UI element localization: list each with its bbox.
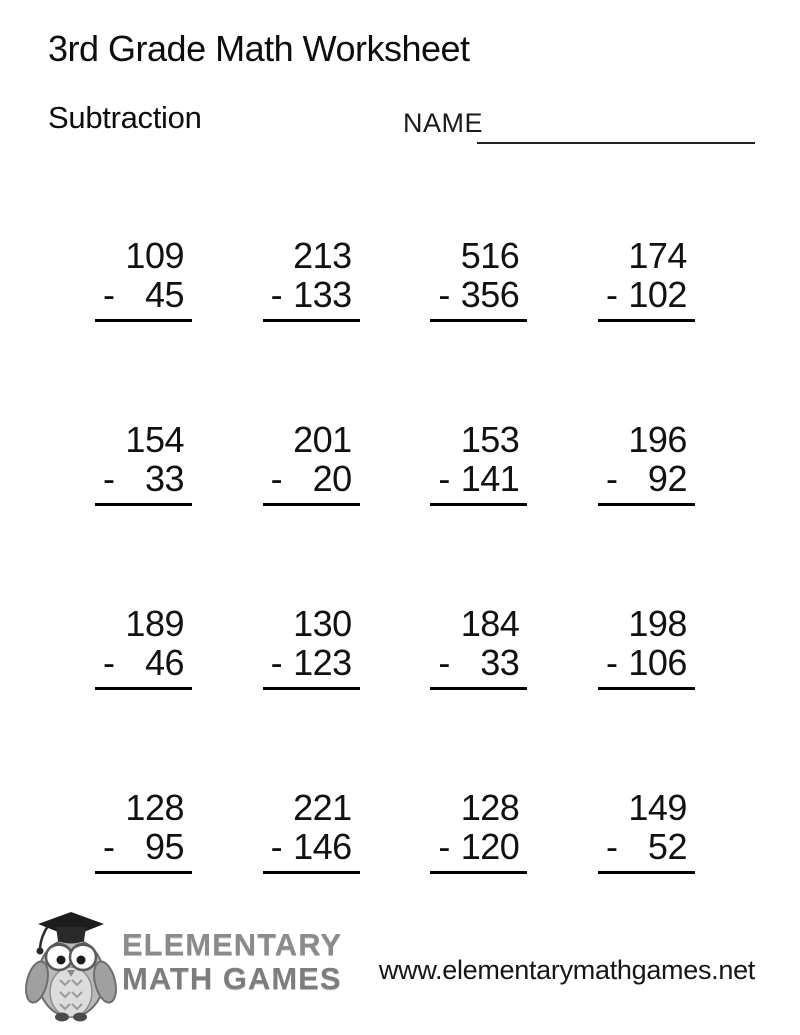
minuend: 196 — [628, 419, 687, 460]
subtrahend: 146 — [293, 826, 352, 867]
subtrahend: 45 — [144, 274, 185, 315]
subtraction-problem-1: 109 - 45 — [95, 236, 192, 322]
subtraction-problem-13: 128 - 95 — [95, 788, 192, 874]
minus-sign: - — [103, 642, 115, 683]
subtrahend: 120 — [460, 826, 520, 867]
problem-row-2: 154 - 33 201 - 20 153 - 141 196 — [95, 420, 695, 506]
minus-sign: - — [270, 642, 283, 683]
name-label: NAME — [403, 108, 484, 138]
subtraction-problem-11: 184 - 33 — [430, 603, 528, 690]
minuend: 184 — [460, 603, 520, 644]
subtrahend: 20 — [312, 458, 353, 499]
subtrahend: 46 — [144, 642, 185, 683]
problem-row-1: 109 - 45 213 - 133 516 - 356 174 — [95, 236, 695, 322]
subtrahend: 106 — [628, 642, 687, 683]
minuend: 130 — [293, 603, 352, 644]
logo-wordmark: ELEMENTARY MATH GAMES — [122, 928, 342, 996]
subtrahend: 33 — [144, 458, 185, 499]
minuend: 149 — [628, 787, 687, 828]
answer-line — [262, 871, 360, 874]
name-fill-in-line — [477, 142, 755, 144]
subtrahend: 141 — [460, 458, 520, 499]
subtraction-problem-12: 198 - 106 — [597, 603, 695, 690]
answer-line — [430, 871, 528, 874]
minus-sign: - — [270, 826, 283, 867]
answer-line — [95, 503, 192, 506]
subtraction-problem-8: 196 - 92 — [597, 419, 695, 506]
logo-line1: ELEMENTARY — [122, 927, 343, 962]
problem-row-4: 128 - 95 221 - 146 128 - 120 149 — [95, 788, 695, 874]
minuend: 128 — [125, 787, 184, 828]
minus-sign: - — [438, 826, 450, 867]
subtrahend: 356 — [460, 274, 520, 315]
minuend: 109 — [125, 235, 184, 276]
subtrahend: 95 — [144, 826, 185, 867]
answer-line — [597, 319, 695, 322]
minuend: 201 — [293, 419, 352, 460]
subtraction-problem-5: 154 - 33 — [95, 420, 192, 506]
page-subtitle: Subtraction — [48, 100, 202, 135]
logo-line2: MATH GAMES — [122, 961, 342, 996]
minuend: 174 — [628, 235, 687, 276]
minus-sign: - — [438, 274, 450, 315]
answer-line — [95, 871, 192, 874]
minus-sign: - — [103, 458, 115, 499]
minus-sign: - — [438, 642, 450, 683]
subtrahend: 102 — [628, 274, 687, 315]
answer-line — [430, 687, 528, 690]
subtrahend: 33 — [480, 642, 520, 683]
subtraction-problem-16: 149 - 52 — [597, 787, 695, 874]
minuend: 213 — [293, 235, 352, 276]
page-title: 3rd Grade Math Worksheet — [48, 28, 470, 69]
answer-line — [262, 503, 360, 506]
answer-line — [597, 687, 695, 690]
minus-sign: - — [103, 826, 115, 867]
answer-line — [430, 319, 528, 322]
minus-sign: - — [605, 826, 618, 867]
minus-sign: - — [438, 458, 450, 499]
subtrahend: 133 — [293, 274, 352, 315]
subtrahend: 92 — [647, 458, 688, 499]
problem-row-3: 189 - 46 130 - 123 184 - 33 198 — [95, 604, 695, 690]
subtraction-problem-14: 221 - 146 — [262, 787, 360, 874]
minuend: 153 — [460, 419, 520, 460]
subtraction-problem-9: 189 - 46 — [95, 604, 192, 690]
subtraction-problem-3: 516 - 356 — [430, 235, 528, 322]
minus-sign: - — [270, 458, 283, 499]
answer-line — [262, 687, 360, 690]
minus-sign: - — [605, 642, 618, 683]
minuend: 221 — [293, 787, 352, 828]
answer-line — [597, 871, 695, 874]
answer-line — [597, 503, 695, 506]
subtraction-problem-6: 201 - 20 — [262, 419, 360, 506]
minuend: 198 — [628, 603, 687, 644]
answer-line — [430, 503, 528, 506]
minus-sign: - — [605, 274, 618, 315]
subtrahend: 123 — [293, 642, 352, 683]
subtraction-problem-4: 174 - 102 — [597, 235, 695, 322]
minus-sign: - — [270, 274, 283, 315]
answer-line — [95, 319, 192, 322]
owl-graduate-mascot-icon — [24, 910, 118, 1029]
subtrahend: 52 — [647, 826, 688, 867]
minuend: 128 — [460, 787, 520, 828]
problems-grid: 109 - 45 213 - 133 516 - 356 174 — [95, 236, 695, 972]
minuend: 516 — [460, 235, 520, 276]
website-url: www.elementarymathgames.net — [378, 955, 755, 985]
subtraction-problem-2: 213 - 133 — [262, 235, 360, 322]
minuend: 189 — [125, 603, 184, 644]
minus-sign: - — [103, 274, 115, 315]
minuend: 154 — [125, 419, 184, 460]
subtraction-problem-15: 128 - 120 — [430, 787, 528, 874]
subtraction-problem-7: 153 - 141 — [430, 419, 528, 506]
answer-line — [95, 687, 192, 690]
answer-line — [262, 319, 360, 322]
minus-sign: - — [605, 458, 618, 499]
subtraction-problem-10: 130 - 123 — [262, 603, 360, 690]
